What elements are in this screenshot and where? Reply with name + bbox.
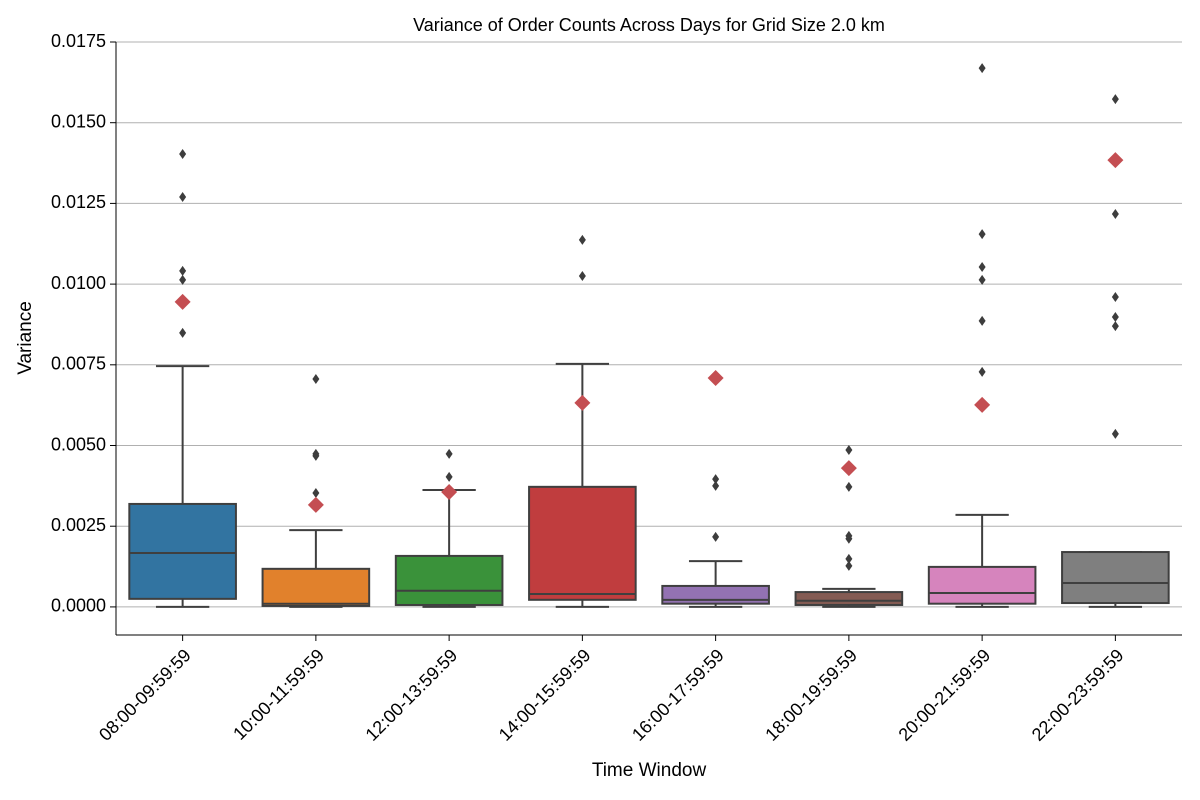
outlier xyxy=(312,487,320,498)
outlier xyxy=(845,553,853,564)
x-tick-label: 22:00-23:59:59 xyxy=(1028,645,1128,745)
outlier xyxy=(845,530,853,541)
mean-marker xyxy=(840,460,857,477)
box xyxy=(528,485,637,601)
outlier xyxy=(445,448,453,459)
outlier xyxy=(1111,94,1119,105)
outlier xyxy=(312,374,320,385)
box xyxy=(661,584,770,605)
outlier xyxy=(179,274,187,285)
outlier xyxy=(845,445,853,456)
outlier xyxy=(978,274,986,285)
outlier xyxy=(1111,321,1119,332)
mean-marker xyxy=(441,483,458,500)
box xyxy=(794,591,904,606)
outlier xyxy=(578,271,586,282)
box xyxy=(1061,551,1170,605)
mean-marker xyxy=(974,396,991,413)
y-tick-label: 0.0000 xyxy=(51,596,106,616)
y-axis-label: Variance xyxy=(15,301,36,375)
outlier xyxy=(578,234,586,245)
outlier xyxy=(978,229,986,240)
mean-marker xyxy=(307,496,324,513)
outlier xyxy=(179,327,187,338)
outlier xyxy=(1111,292,1119,303)
x-tick-label: 16:00-17:59:59 xyxy=(628,645,728,745)
outlier xyxy=(845,481,853,492)
outlier xyxy=(312,448,320,459)
outlier xyxy=(978,366,986,377)
box xyxy=(261,567,371,607)
outlier xyxy=(978,63,986,74)
outlier xyxy=(978,261,986,272)
y-tick-label: 0.0050 xyxy=(51,434,106,454)
y-tick-label: 0.0150 xyxy=(51,111,106,131)
outlier xyxy=(1111,312,1119,323)
outlier xyxy=(179,149,187,160)
outlier xyxy=(712,480,720,491)
y-tick-label: 0.0100 xyxy=(51,273,106,293)
outlier xyxy=(179,265,187,276)
box xyxy=(394,554,504,606)
mean-marker xyxy=(574,394,591,411)
box xyxy=(128,502,237,600)
outlier xyxy=(978,315,986,326)
x-tick-label: 14:00-15:59:59 xyxy=(495,645,595,745)
mean-marker xyxy=(1107,152,1124,169)
outlier xyxy=(1111,428,1119,439)
outlier xyxy=(845,560,853,571)
x-tick-label: 10:00-11:59:59 xyxy=(229,645,328,744)
outlier xyxy=(1111,209,1119,220)
x-tick-label: 12:00-13:59:59 xyxy=(362,645,462,745)
y-tick-label: 0.0075 xyxy=(51,354,106,374)
x-tick-label: 20:00-21:59:59 xyxy=(895,645,995,745)
y-tick-label: 0.0175 xyxy=(51,31,106,51)
outlier xyxy=(179,191,187,202)
box xyxy=(927,565,1037,605)
x-tick-label: 08:00-09:59:59 xyxy=(95,645,195,745)
mean-marker xyxy=(174,293,191,310)
outlier xyxy=(712,474,720,485)
chart-title: Variance of Order Counts Across Days for… xyxy=(413,15,885,35)
x-axis-label: Time Window xyxy=(592,760,707,781)
y-tick-label: 0.0125 xyxy=(51,192,106,212)
mean-marker xyxy=(707,370,724,387)
x-tick-label: 18:00-19:59:59 xyxy=(761,645,861,745)
y-tick-label: 0.0025 xyxy=(51,515,106,535)
outlier xyxy=(712,531,720,542)
outlier xyxy=(445,471,453,482)
